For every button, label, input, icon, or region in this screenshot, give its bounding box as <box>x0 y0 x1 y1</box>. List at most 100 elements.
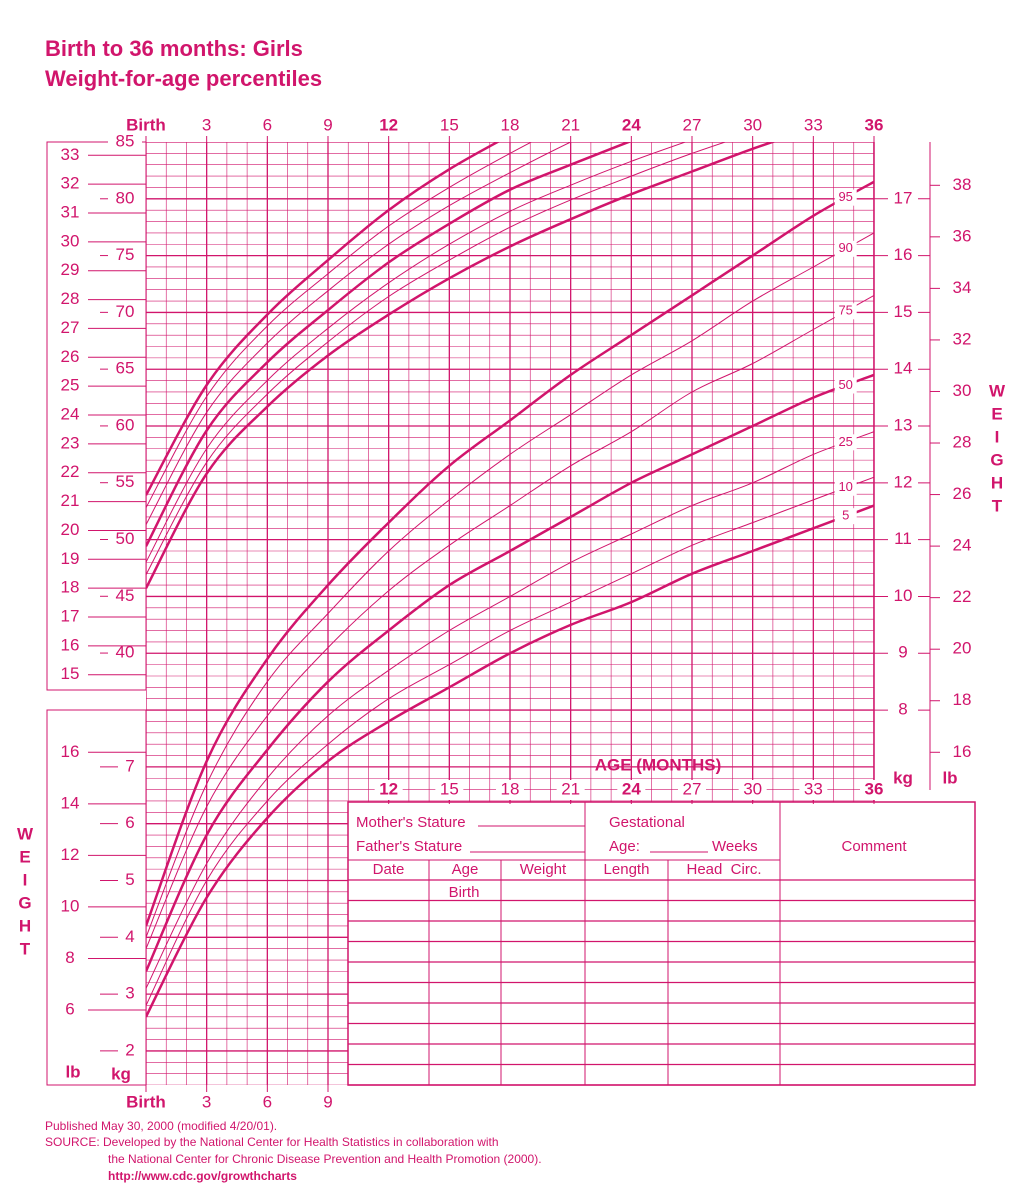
percentile-curve <box>146 142 777 589</box>
label-bg <box>888 529 918 550</box>
label-bg <box>834 479 857 496</box>
label-bg <box>834 377 857 394</box>
x-tick-label: 3 <box>202 1092 211 1111</box>
x-tick-label: 27 <box>683 115 702 134</box>
label-bg <box>118 870 142 891</box>
percentile-label: 25 <box>838 434 852 449</box>
percentile-label: 5 <box>842 508 849 523</box>
column-header: Head Circ. <box>686 861 761 878</box>
label-bg <box>108 415 142 436</box>
label-bg <box>108 529 142 550</box>
label-bg <box>799 780 828 800</box>
column-header: Date <box>373 861 405 878</box>
unit-label: kg <box>111 1064 131 1083</box>
label-bg <box>834 508 857 525</box>
percentile-curve <box>146 142 687 563</box>
y2-tick-label: 20 <box>61 520 80 539</box>
x-tick-label: 18 <box>501 115 520 134</box>
label-bg <box>834 434 857 451</box>
y-axis-label: G <box>18 893 31 912</box>
y2-tick-label: 36 <box>953 226 972 245</box>
y2-tick-label: 18 <box>61 578 80 597</box>
y-tick-label: 85 <box>116 131 135 150</box>
record-form: Mother's Stature Father's Stature Gestat… <box>347 801 976 1086</box>
x-tick-label: 6 <box>263 1092 272 1111</box>
y2-tick-label: 24 <box>953 536 972 555</box>
footer: the National Center for Chronic Disease … <box>108 1152 542 1166</box>
label-bg <box>496 780 524 800</box>
y-tick-label: 40 <box>116 643 135 662</box>
y2-tick-label: 21 <box>61 491 80 510</box>
y-tick-label: 3 <box>125 984 134 1003</box>
percentile-curve <box>146 373 874 972</box>
y2-tick-label: 17 <box>61 607 80 626</box>
label-bg <box>834 303 857 320</box>
x-tick-label: 30 <box>743 115 762 134</box>
x-tick-label: 12 <box>379 115 398 134</box>
label-bg <box>617 780 646 800</box>
x-axis-label: AGE (MONTHS) <box>595 755 722 774</box>
y2-tick-label: 19 <box>61 549 80 568</box>
y-tick-label: 10 <box>894 586 913 605</box>
label-bg <box>118 927 142 948</box>
label-bg <box>834 240 857 257</box>
x-tick-label: 24 <box>622 115 641 134</box>
title: Birth to 36 months: Girls <box>45 36 303 61</box>
y-axis-label: H <box>19 916 31 935</box>
y2-tick-label: 14 <box>61 793 80 812</box>
y2-tick-label: 29 <box>61 260 80 279</box>
y-axis-label: E <box>19 847 30 866</box>
y-tick-label: 50 <box>116 529 135 548</box>
y-tick-label: 2 <box>125 1040 134 1059</box>
label-bg <box>108 643 142 664</box>
x-tick-label: 15 <box>440 115 459 134</box>
y-tick-label: 4 <box>125 927 134 946</box>
percentile-label: 50 <box>838 377 852 392</box>
y2-tick-label: 22 <box>953 587 972 606</box>
y-tick-label: 12 <box>894 472 913 491</box>
y2-tick-label: 16 <box>61 742 80 761</box>
y-tick-label: 70 <box>116 302 135 321</box>
label-bg <box>888 245 918 266</box>
y2-tick-label: 26 <box>61 347 80 366</box>
y2-tick-label: 10 <box>61 896 80 915</box>
y2-tick-label: 32 <box>61 174 80 193</box>
y-tick-label: 14 <box>894 359 913 378</box>
percentile-label: 95 <box>838 189 852 204</box>
column-header: Weight <box>520 861 567 878</box>
percentile-curve <box>146 142 533 508</box>
label-bg <box>556 780 585 800</box>
x-tick-label: 12 <box>379 779 398 798</box>
percentile-label: 10 <box>838 479 852 494</box>
y2-tick-label: 12 <box>61 845 80 864</box>
grid <box>146 142 874 1085</box>
x-tick-label: 36 <box>865 115 884 134</box>
y-axis-label: T <box>20 939 31 958</box>
percentile-curve <box>146 232 874 938</box>
label-bg <box>888 359 918 380</box>
curves <box>146 142 777 589</box>
label-bg <box>888 472 918 493</box>
y2-tick-label: 22 <box>61 462 80 481</box>
y-axis-label: I <box>23 870 28 889</box>
x-tick-label: 33 <box>804 115 823 134</box>
x-tick-label: 36 <box>865 779 884 798</box>
y-tick-label: 60 <box>116 415 135 434</box>
percentile-label: 90 <box>838 240 852 255</box>
form-label: Weeks <box>712 838 758 855</box>
unit-label: lb <box>65 1062 80 1081</box>
subtitle: Weight-for-age percentiles <box>45 66 322 91</box>
percentile-curve <box>146 180 874 927</box>
y-tick-label: 75 <box>116 245 135 264</box>
y-axis-label: E <box>991 404 1002 423</box>
y2-tick-label: 30 <box>953 381 972 400</box>
form-label: Gestational <box>609 814 685 831</box>
y-tick-label: 17 <box>894 188 913 207</box>
y2-tick-label: 15 <box>61 664 80 683</box>
y-tick-label: 7 <box>125 756 134 775</box>
x-tick-label: Birth <box>126 1092 166 1111</box>
lb-scale-box <box>46 709 147 1086</box>
label-bg <box>888 416 918 437</box>
percentile-curve <box>146 142 632 547</box>
y-tick-label: 65 <box>116 359 135 378</box>
